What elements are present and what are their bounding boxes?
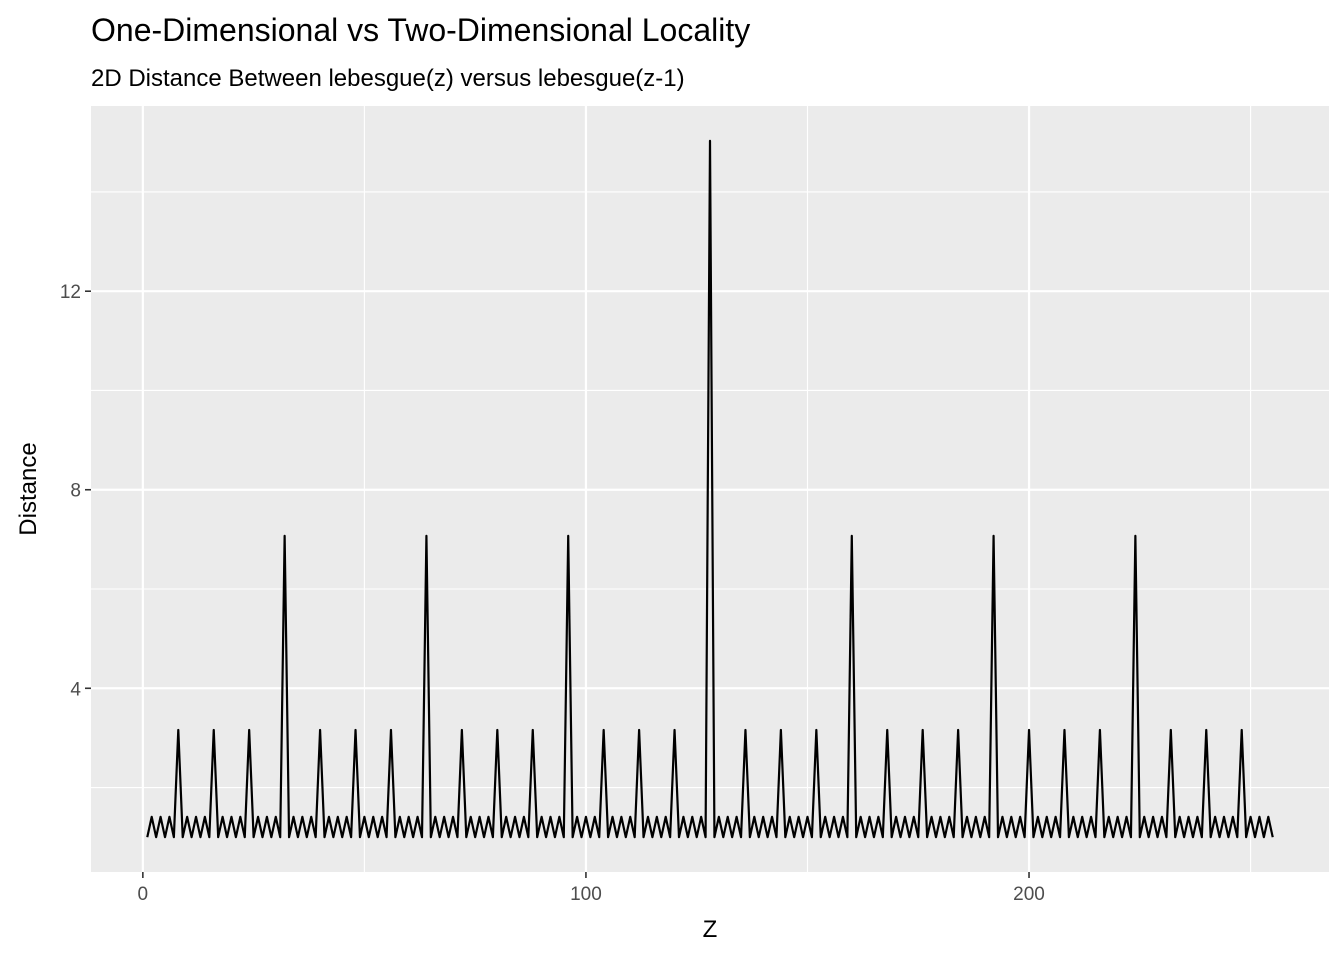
gridlines [91,106,1329,872]
y-tick-label: 4 [70,679,81,700]
x-axis-title: Z [703,916,718,943]
x-tick-label: 0 [138,884,149,905]
chart-title: One-Dimensional vs Two-Dimensional Local… [91,12,750,48]
x-tick-label: 100 [570,884,602,905]
y-tick-label: 12 [60,282,81,303]
chart-subtitle: 2D Distance Between lebesgue(z) versus l… [91,65,685,92]
y-axis-title: Distance [15,442,42,535]
y-tick-label: 8 [70,481,81,502]
series-line-distance [146,139,1274,839]
x-tick-label: 200 [1013,884,1045,905]
axes: 0 100 200 4 8 12 [60,282,1045,905]
